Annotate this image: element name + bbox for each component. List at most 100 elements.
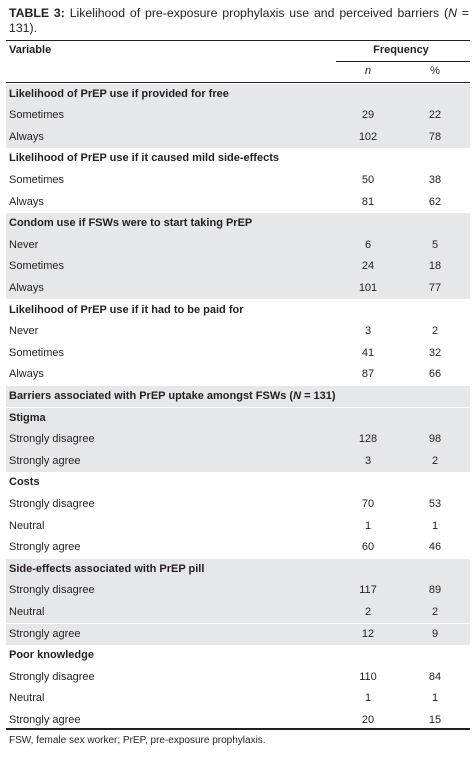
percent-cell: 2 xyxy=(431,605,439,618)
column-header: Variable xyxy=(9,44,52,56)
table-row: Neutral 1 1 xyxy=(6,516,470,538)
count-cell: 60 xyxy=(361,541,375,554)
table-row: Never 3 2 xyxy=(6,321,470,343)
label-part: = 131) xyxy=(301,389,336,402)
count-cell: 6 xyxy=(364,238,372,251)
row-label: Strongly disagree xyxy=(9,670,95,683)
label-part: N xyxy=(293,389,302,402)
section-label: Likelihood of PrEP use if provided for f… xyxy=(9,87,229,100)
table-row: Side-effects associated with PrEP pill xyxy=(6,558,470,581)
table-row: Strongly agree 60 46 xyxy=(6,537,470,559)
table-row: Stigma xyxy=(6,407,470,430)
percent-cell: 1 xyxy=(431,519,439,532)
table-row: Strongly disagree 110 84 xyxy=(6,667,470,689)
percent-cell: 62 xyxy=(428,195,442,208)
row-label: Never xyxy=(9,325,39,338)
percent-cell: 2 xyxy=(431,325,439,338)
table-row: Likelihood of PrEP use if it had to be p… xyxy=(6,300,470,322)
rule xyxy=(6,728,470,730)
row-label: Sometimes xyxy=(9,346,65,359)
count-cell: 12 xyxy=(361,627,375,640)
count-cell: 1 xyxy=(364,692,372,705)
percent-cell: 22 xyxy=(428,109,442,122)
section-label: Stigma xyxy=(9,411,46,424)
count-cell: 87 xyxy=(361,368,375,381)
section-label: Costs xyxy=(9,476,40,489)
count-cell: 81 xyxy=(361,195,375,208)
section-label: Side-effects associated with PrEP pill xyxy=(9,562,205,575)
table-row: Costs xyxy=(6,472,470,494)
rule xyxy=(6,82,470,83)
table-row: Sometimes 50 38 xyxy=(6,170,470,192)
table-row: Always 87 66 xyxy=(6,364,470,386)
count-cell: 41 xyxy=(361,346,375,359)
percent-cell: 38 xyxy=(428,173,442,186)
title-text: N xyxy=(448,6,457,20)
section-label: Likelihood of PrEP use if it caused mild… xyxy=(9,152,279,165)
count-cell: 3 xyxy=(364,454,372,467)
row-label: Always xyxy=(9,130,44,143)
row-label: Strongly agree xyxy=(9,454,81,467)
count-cell: 1 xyxy=(364,519,372,532)
row-label: Strongly disagree xyxy=(9,584,95,597)
row-label: Always xyxy=(9,281,44,294)
table-row: Never 6 5 xyxy=(6,234,470,257)
table-row: Always 101 77 xyxy=(6,277,470,300)
footnote: FSW, female sex worker; PrEP, pre-exposu… xyxy=(9,735,266,746)
row-label: Always xyxy=(9,195,44,208)
section-label: Barriers associated with PrEP uptake amo… xyxy=(9,386,336,408)
percent-cell: 1 xyxy=(431,692,439,705)
percent-cell: 15 xyxy=(428,713,442,726)
count-cell: 29 xyxy=(361,109,375,122)
row-label: Strongly disagree xyxy=(9,497,95,510)
percent-cell: 53 xyxy=(428,497,442,510)
table-row: Sometimes 41 32 xyxy=(6,343,470,365)
percent-cell: 9 xyxy=(431,627,439,640)
table-row: Poor knowledge xyxy=(6,645,470,667)
row-label: Strongly agree xyxy=(9,713,81,726)
rule xyxy=(6,40,470,42)
percent-cell: 78 xyxy=(428,130,442,143)
count-cell: 128 xyxy=(358,433,378,446)
table-row: Strongly agree 20 15 xyxy=(6,710,470,732)
table-row: Sometimes 29 22 xyxy=(6,105,470,127)
row-label: Sometimes xyxy=(9,109,65,122)
percent-cell: 77 xyxy=(428,281,442,294)
percent-cell: 84 xyxy=(428,670,442,683)
row-label: Strongly agree xyxy=(9,627,81,640)
row-label: Strongly agree xyxy=(9,541,81,554)
table-row: Strongly agree 3 2 xyxy=(6,450,470,473)
title-text: = 131). xyxy=(9,6,469,35)
table-row: Likelihood of PrEP use if provided for f… xyxy=(6,83,470,106)
table-title: TABLE 3: Likelihood of pre-exposure prop… xyxy=(9,6,469,36)
table-row: Strongly disagree 70 53 xyxy=(6,494,470,516)
table-row: Always 102 78 xyxy=(6,126,470,149)
title-text: Likelihood of pre-exposure prophylaxis u… xyxy=(69,6,449,20)
count-cell: 20 xyxy=(361,713,375,726)
table-row: Strongly disagree 117 89 xyxy=(6,580,470,602)
percent-cell: 66 xyxy=(428,368,442,381)
count-cell: 70 xyxy=(361,497,375,510)
count-cell: 101 xyxy=(358,281,378,294)
percent-cell: 89 xyxy=(428,584,442,597)
percent-cell: 18 xyxy=(428,260,442,273)
row-label: Never xyxy=(9,238,39,251)
percent-cell: 46 xyxy=(428,541,442,554)
row-label: Neutral xyxy=(9,692,45,705)
rule xyxy=(336,61,470,62)
count-cell: 3 xyxy=(364,325,372,338)
section-label: Condom use if FSWs were to start taking … xyxy=(9,217,253,230)
count-cell: 50 xyxy=(361,173,375,186)
table-row: Barriers associated with PrEP uptake amo… xyxy=(6,385,470,408)
table-row: Sometimes 24 18 xyxy=(6,256,470,278)
percent-cell: 2 xyxy=(431,454,439,467)
row-label: Strongly disagree xyxy=(9,433,95,446)
table-row: Likelihood of PrEP use if it caused mild… xyxy=(6,148,470,170)
section-label: Poor knowledge xyxy=(9,649,94,662)
row-label: Sometimes xyxy=(9,173,65,186)
count-cell: 117 xyxy=(359,584,377,597)
label-part: Barriers associated with PrEP uptake amo… xyxy=(9,389,294,402)
count-cell: 2 xyxy=(364,605,372,618)
table-label: TABLE 3: xyxy=(9,6,65,20)
